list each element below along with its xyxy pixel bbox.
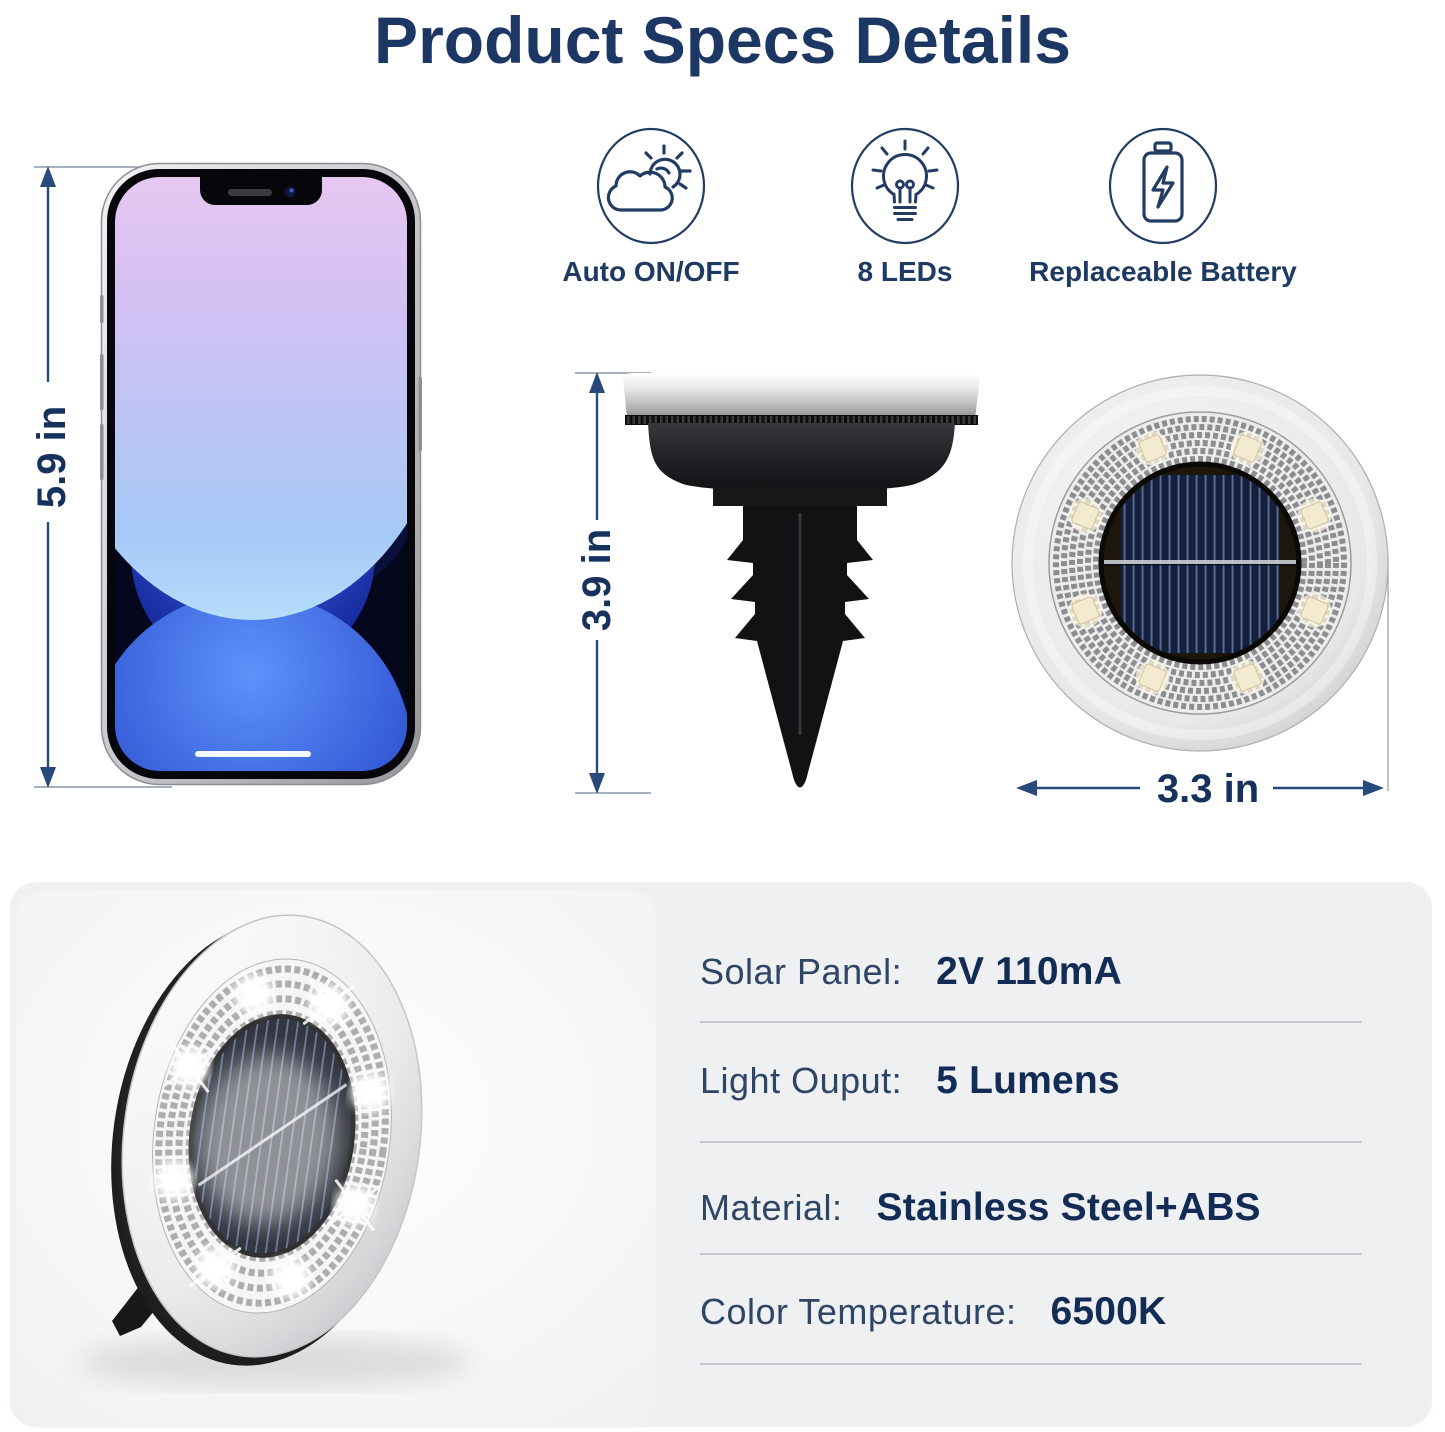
spec-value: Stainless Steel+ABS — [876, 1186, 1261, 1229]
floor-shadow — [81, 1336, 471, 1388]
spec-divider — [700, 1363, 1362, 1365]
feature-label: 8 LEDs — [857, 256, 953, 287]
spec-label: Material: — [700, 1187, 843, 1228]
front-camera — [284, 186, 296, 198]
spec-label: Light Ouput: — [700, 1060, 903, 1101]
light-body — [648, 423, 955, 492]
spec-row-solar-panel: Solar Panel: 2V 110mA — [700, 949, 1122, 995]
phone-screen-wallpaper — [115, 177, 407, 771]
spec-value: 6500K — [1050, 1290, 1167, 1333]
light-bulb-icon — [850, 127, 960, 245]
body-neck — [713, 487, 887, 506]
battery-charging-icon — [1108, 127, 1218, 245]
spec-value: 2V 110mA — [936, 950, 1123, 993]
photo-light-disc — [111, 914, 423, 1366]
speaker-slot — [228, 189, 272, 196]
phone-height-label: 5.9 in — [30, 405, 74, 509]
spec-value: 5 Lumens — [936, 1059, 1120, 1102]
phone-side-buttons — [100, 295, 422, 480]
spec-row-color-temperature: Color Temperature: 6500K — [700, 1289, 1166, 1335]
spec-divider — [700, 1141, 1362, 1143]
feature-label: Replaceable Battery — [1029, 256, 1297, 287]
spec-row-material: Material: Stainless Steel+ABS — [700, 1185, 1261, 1231]
steel-rim — [623, 373, 980, 419]
home-indicator — [195, 751, 311, 757]
feature-8-leds: 8 LEDs — [775, 126, 1035, 288]
ground-light-side-view — [575, 372, 980, 794]
page-title: Product Specs Details — [374, 3, 1071, 77]
spec-label: Solar Panel: — [700, 951, 903, 992]
phone-illustration — [100, 162, 422, 786]
phone-height-dimension-arrow — [34, 166, 172, 788]
spec-row-light-output: Light Ouput: 5 Lumens — [700, 1058, 1120, 1104]
light-diameter-label: 3.3 in — [1156, 767, 1260, 811]
camera-glint — [289, 188, 294, 193]
feature-auto-onoff: Auto ON/OFF — [521, 126, 781, 288]
cloud-sun-icon — [596, 127, 706, 245]
spec-label: Color Temperature: — [700, 1291, 1017, 1332]
light-height-label: 3.9 in — [575, 528, 619, 632]
feature-label: Auto ON/OFF — [562, 256, 740, 287]
spec-divider — [700, 1253, 1362, 1255]
lit-light-photo — [16, 890, 656, 1428]
serrated-edge — [625, 415, 978, 425]
spec-divider — [700, 1021, 1362, 1023]
ground-light-top-view — [1011, 374, 1389, 796]
feature-replaceable-battery: Replaceable Battery — [1029, 126, 1297, 288]
led-ring — [1068, 431, 1332, 695]
